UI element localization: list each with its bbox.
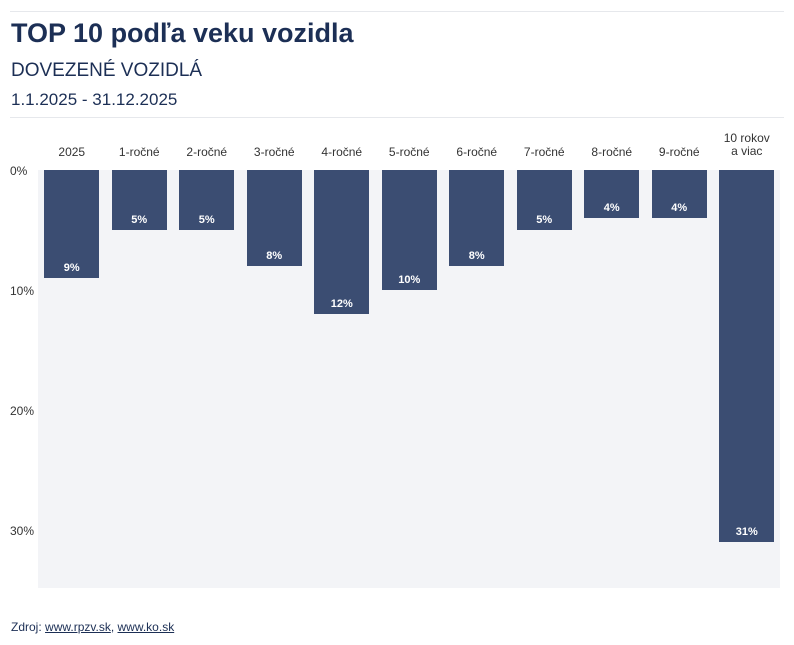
data-label: 5% <box>536 214 553 226</box>
source-link-ko[interactable]: www.ko.sk <box>117 620 175 634</box>
category-label: 10 rokov a viac <box>723 131 770 158</box>
header-divider <box>10 117 784 118</box>
category-label: 5-ročné <box>388 145 430 159</box>
category-label: 3-ročné <box>253 145 295 159</box>
data-label: 8% <box>468 250 485 262</box>
data-label: 31% <box>735 526 758 538</box>
data-label: 5% <box>198 214 215 226</box>
data-label: 8% <box>266 250 283 262</box>
top-divider <box>10 11 784 12</box>
y-tick-label: 30% <box>10 524 35 538</box>
category-label: 4-ročné <box>321 145 363 159</box>
category-label: 9-ročné <box>658 145 700 159</box>
bar: 4% <box>584 170 640 218</box>
category-label: 2-ročné <box>186 145 228 159</box>
separator: , <box>110 620 115 634</box>
category-label: 7-ročné <box>523 145 565 159</box>
chart-title: TOP 10 podľa veku vozidla <box>11 18 354 48</box>
category-label: 8-ročné <box>591 145 633 159</box>
data-label: 4% <box>671 202 688 214</box>
data-label: 12% <box>330 298 353 310</box>
data-label: 9% <box>63 262 80 274</box>
y-tick-label: 10% <box>10 284 35 298</box>
y-tick-label: 20% <box>10 404 35 418</box>
data-label: 10% <box>398 274 421 286</box>
bar: 5% <box>179 170 235 230</box>
category-label: 2025 <box>58 145 86 159</box>
bar: 9% <box>44 170 100 278</box>
bar: 4% <box>651 170 707 218</box>
data-label: 5% <box>131 214 148 226</box>
bar: 12% <box>314 170 370 314</box>
y-tick-label: 0% <box>10 164 28 178</box>
bar: 8% <box>449 170 505 266</box>
source-label: Zdroj: <box>11 620 42 634</box>
bar: 5% <box>111 170 167 230</box>
source-link-rpzv[interactable]: www.rpzv.sk <box>45 620 111 634</box>
chart-subtitle: DOVEZENÉ VOZIDLÁ <box>11 60 203 81</box>
plot-area: 9% 5% 5% 8% 12% 10% 8% 5% 4% 4% 31% <box>38 170 780 588</box>
bar: 5% <box>516 170 572 230</box>
source-note: Zdroj: www.rpzv.sk, www.ko.sk <box>11 620 174 634</box>
date-range: 1.1.2025 - 31.12.2025 <box>11 90 178 109</box>
bar: 8% <box>246 170 302 266</box>
bar: 10% <box>381 170 437 290</box>
category-label: 6-ročné <box>456 145 498 159</box>
data-label: 4% <box>603 202 620 214</box>
bar: 31% <box>719 170 775 542</box>
category-label: 1-ročné <box>118 145 160 159</box>
